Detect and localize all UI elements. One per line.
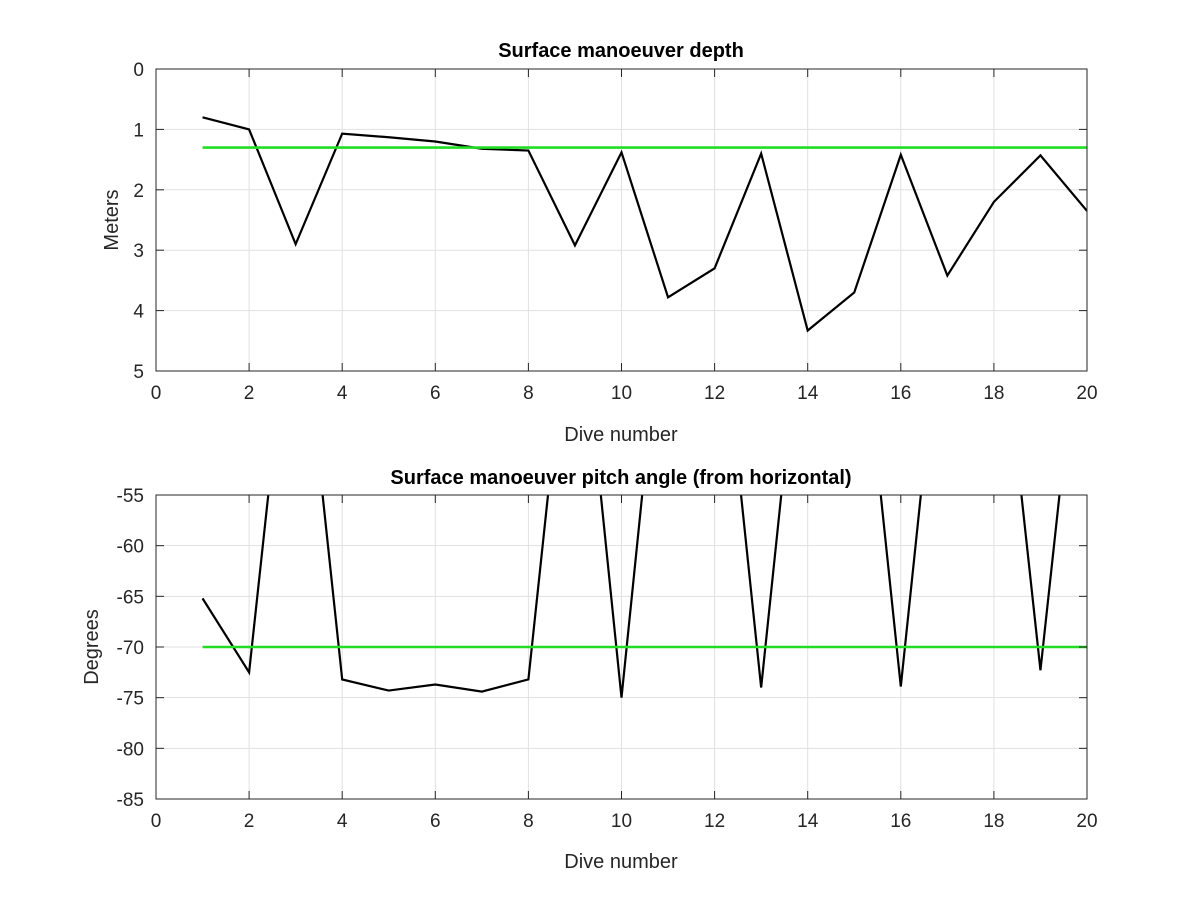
depth-chart-title: Surface manoeuver depth: [498, 40, 744, 62]
depth-ticks: [155, 68, 1088, 372]
pitch-chart-title: Surface manoeuver pitch angle (from hori…: [390, 467, 851, 489]
depth-x-tick-label: 0: [151, 383, 162, 404]
depth-x-tick-label: 12: [704, 383, 725, 404]
pitch-y-tick-label: -60: [117, 537, 144, 558]
pitch-x-axis-label: Dive number: [564, 851, 678, 873]
depth-y-tick-label: 2: [133, 181, 144, 202]
pitch-x-tick-label: 12: [704, 811, 725, 832]
pitch-data-line: [201, 495, 1061, 698]
depth-y-axis-label: Meters: [101, 189, 123, 250]
pitch-series: [201, 495, 1087, 698]
pitch-x-tick-label: 0: [151, 811, 162, 832]
depth-y-tick-label: 1: [133, 120, 144, 141]
pitch-y-tick-label: -65: [117, 587, 144, 608]
depth-y-tick-label: 4: [133, 302, 144, 323]
depth-y-tick-label: 0: [133, 60, 144, 81]
pitch-x-tick-label: 6: [430, 811, 441, 832]
pitch-chart: 0 2 4 6 8 10 12 14 16 18 20 -55-60-65-70-75-80-85 …: [81, 467, 1098, 873]
depth-series: [202, 116, 1087, 333]
pitch-x-tick-labels: 0 2 4 6 8 10 12 14 16 18 20: [151, 811, 1098, 832]
pitch-y-tick-labels: -55 -60 -65 -70 -75 -80 -85: [117, 486, 144, 811]
depth-x-tick-label: 8: [523, 383, 534, 404]
pitch-y-tick-label: -70: [117, 638, 144, 659]
depth-x-tick-label: 16: [890, 383, 911, 404]
depth-x-tick-label: 6: [430, 383, 441, 404]
pitch-y-tick-label: -80: [117, 739, 144, 760]
pitch-y-tick-label: -85: [117, 790, 144, 811]
depth-x-tick-label: 20: [1076, 383, 1097, 404]
depth-x-tick-label: 10: [611, 383, 632, 404]
pitch-y-axis-label: Degrees: [81, 609, 103, 685]
depth-y-tick-label: 5: [133, 362, 144, 383]
pitch-x-tick-label: 14: [797, 811, 819, 832]
depth-x-tick-label: 18: [983, 383, 1004, 404]
depth-data-line: [202, 116, 1087, 333]
pitch-x-tick-label: 10: [611, 811, 632, 832]
depth-x-tick-label: 14: [797, 383, 819, 404]
depth-x-tick-label: 4: [337, 383, 348, 404]
depth-y-tick-labels: 0 1 2 3 4 5: [133, 60, 144, 383]
pitch-x-tick-label: 8: [523, 811, 534, 832]
depth-x-tick-labels: 0 2 4 6 8 10 12 14 16 18 20: [151, 383, 1098, 404]
pitch-x-tick-label: 16: [890, 811, 911, 832]
depth-x-tick-label: 2: [244, 383, 255, 404]
depth-y-tick-label: 3: [133, 241, 144, 262]
pitch-x-tick-label: 4: [337, 811, 348, 832]
pitch-y-tick-label: -55: [117, 486, 144, 507]
pitch-y-tick-label: -75: [117, 689, 144, 710]
pitch-x-tick-label: 20: [1076, 811, 1097, 832]
pitch-x-tick-label: 2: [244, 811, 255, 832]
pitch-x-tick-label: 18: [983, 811, 1004, 832]
pitch-ticks: [155, 494, 1088, 800]
depth-x-axis-label: Dive number: [564, 424, 678, 446]
